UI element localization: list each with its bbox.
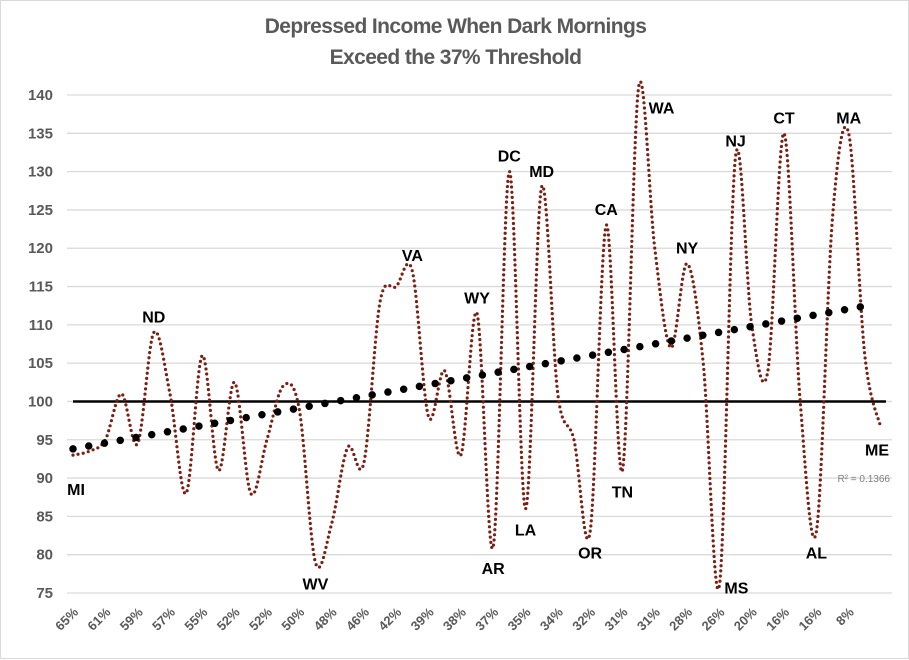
y-tick-label: 80 [36,547,53,564]
x-tick-label: 28% [666,604,695,633]
x-tick-label: 8% [833,604,857,628]
y-tick-label: 85 [36,508,53,525]
point-label-nj: NJ [725,133,745,150]
point-label-ct: CT [773,110,795,127]
x-tick-label: 20% [731,604,760,633]
x-tick-label: 31% [634,604,663,633]
x-tick-label: 26% [699,604,728,633]
point-label-ms: MS [724,580,748,597]
chart-title-line-2: Exceed the 37% Threshold [329,46,582,69]
point-label-or: OR [578,546,602,563]
point-label-wv: WV [303,576,329,593]
y-tick-label: 125 [28,202,53,219]
y-tick-label: 90 [36,470,53,487]
x-tick-label: 57% [149,604,178,633]
y-tick-label: 110 [29,317,53,334]
r-squared-label: R² = 0.1366 [837,474,890,485]
point-label-ca: CA [595,202,619,219]
x-tick-label: 34% [537,604,566,633]
point-label-dc: DC [498,149,522,166]
point-label-al: AL [806,546,828,563]
series-line-income [71,80,883,591]
y-tick-label: 115 [29,279,53,296]
y-tick-label: 105 [28,355,53,372]
x-tick-label: 16% [795,604,824,633]
point-label-la: LA [515,523,537,540]
y-tick-label: 140 [28,87,53,104]
x-tick-label: 31% [602,604,631,633]
point-label-mi: MI [67,482,85,499]
point-label-ny: NY [676,241,699,258]
x-tick-label: 65% [52,604,81,633]
x-tick-label: 52% [214,604,243,633]
point-label-wy: WY [464,290,490,307]
x-tick-label: 37% [472,604,501,633]
point-label-nd: ND [142,310,165,327]
x-tick-label: 61% [84,604,113,633]
x-tick-label: 59% [117,604,146,633]
y-tick-label: 100 [28,393,53,410]
x-tick-label: 35% [505,604,534,633]
point-label-me: ME [865,442,889,459]
x-tick-label: 42% [375,604,404,633]
x-tick-label: 16% [763,604,792,633]
point-label-ma: MA [836,110,861,127]
y-tick-label: 75 [36,585,53,602]
x-tick-label: 55% [181,604,210,633]
x-tick-label: 48% [311,604,340,633]
point-label-wa: WA [649,100,675,117]
x-tick-label: 32% [569,604,598,633]
chart-title-line-1: Depressed Income When Dark Mornings [264,15,647,38]
y-tick-label: 95 [36,432,53,449]
point-label-tn: TN [612,484,633,501]
x-tick-label: 52% [246,604,275,633]
x-tick-label: 50% [278,604,307,633]
x-tick-label: 46% [343,604,372,633]
point-label-ar: AR [482,561,506,578]
y-tick-label: 120 [28,240,53,257]
x-tick-label: 39% [408,604,437,633]
point-label-md: MD [529,164,554,181]
x-tick-label: 38% [440,604,469,633]
y-tick-label: 130 [28,164,53,181]
point-label-va: VA [402,248,423,265]
y-tick-label: 135 [28,125,53,142]
